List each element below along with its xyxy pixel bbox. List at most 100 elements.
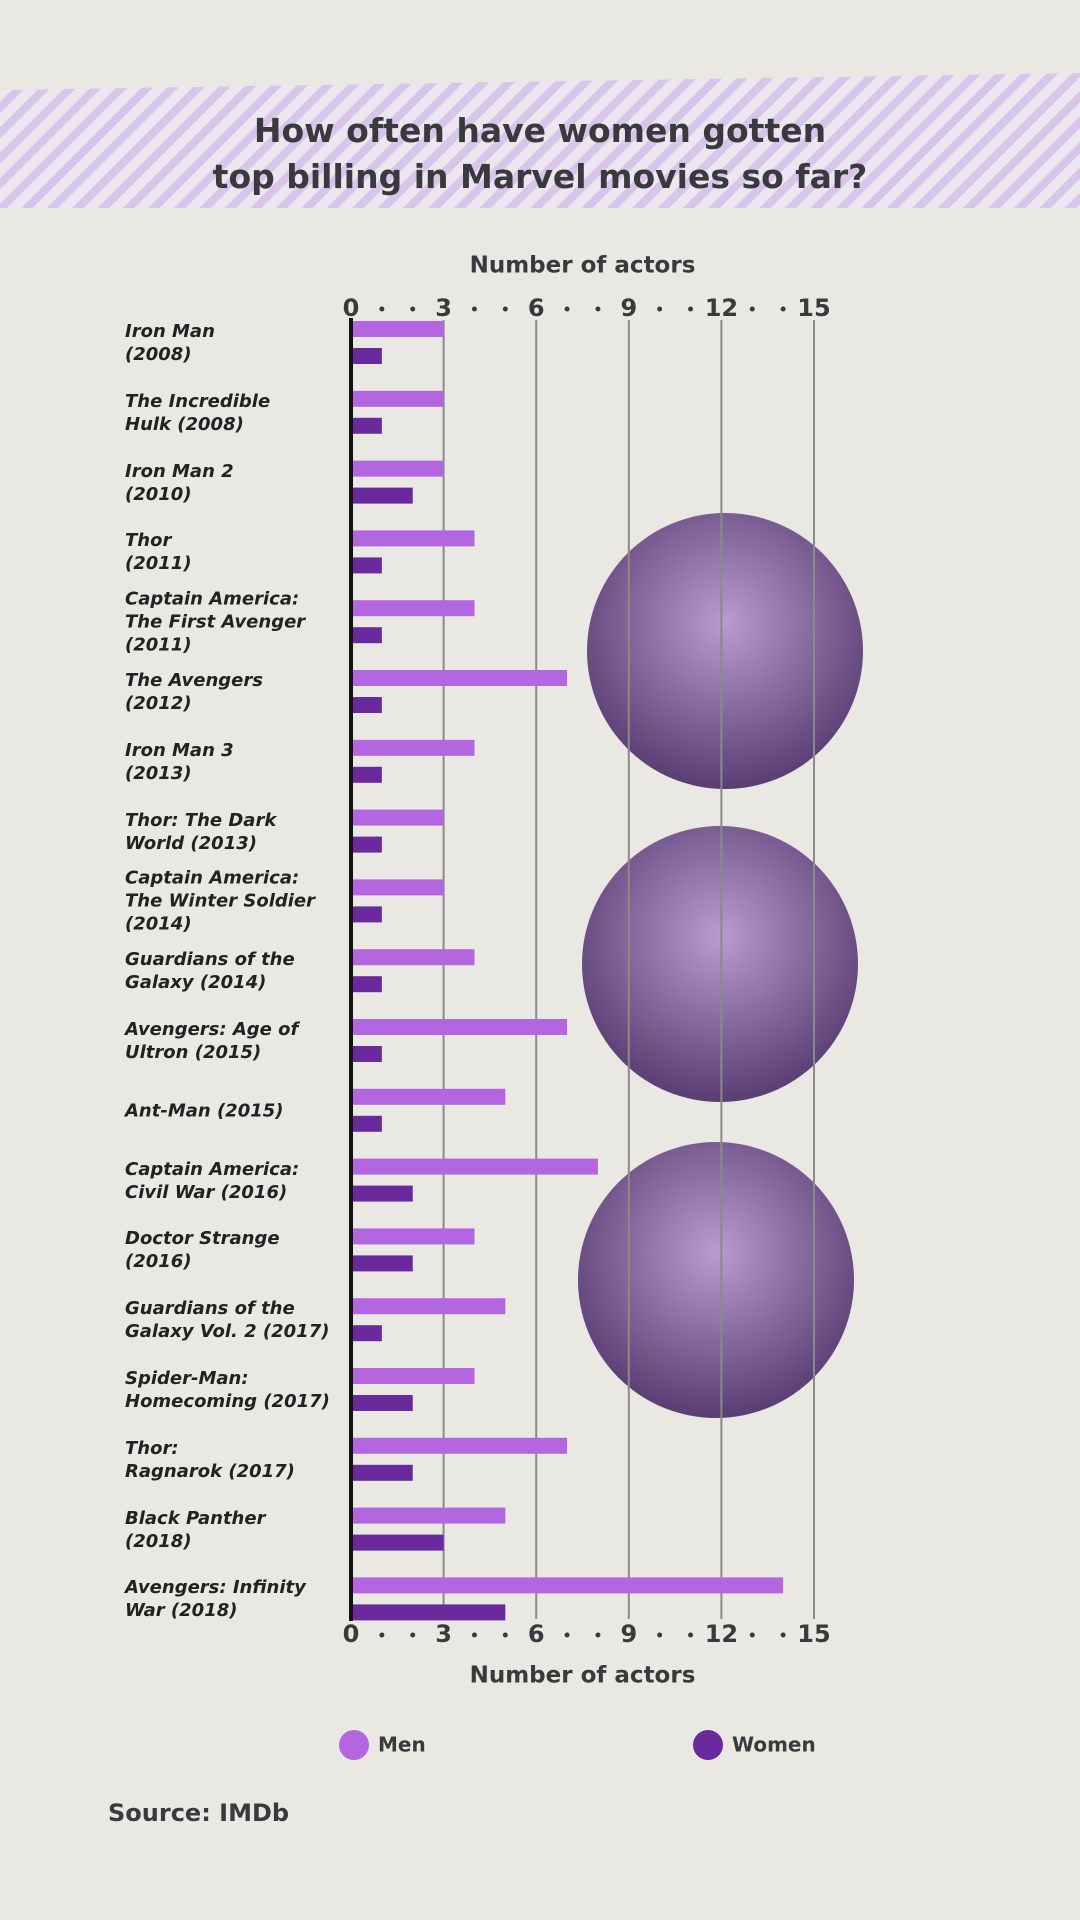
x-axis-title: Number of actors	[470, 253, 696, 279]
bar	[351, 627, 382, 644]
tick-dot	[502, 306, 508, 312]
bar	[351, 1115, 382, 1132]
category-label: Guardians of the Galaxy Vol. 2 (2017)	[125, 1298, 330, 1343]
x-tick-label: 3	[435, 294, 452, 322]
bar	[351, 1464, 413, 1481]
bar	[351, 670, 568, 686]
bar	[351, 1255, 413, 1272]
tick-dot	[595, 306, 601, 312]
category-label: Black Panther (2018)	[125, 1507, 266, 1552]
bar	[351, 390, 444, 407]
photo-circle	[587, 513, 863, 789]
bar	[351, 417, 382, 434]
category-label: The Incredible Hulk (2008)	[125, 390, 271, 435]
bar	[351, 1395, 413, 1411]
x-tick-label: 15	[797, 294, 830, 322]
legend-label: Men	[378, 1733, 426, 1757]
legend-swatch	[339, 1730, 369, 1760]
bar	[351, 976, 382, 993]
category-label: Avengers: Infinity War (2018)	[125, 1577, 306, 1622]
bar	[351, 766, 382, 783]
bar	[351, 1534, 444, 1551]
tick-dot	[657, 1632, 663, 1638]
x-axis-title: Number of actors	[470, 1663, 696, 1689]
tick-dot	[379, 1632, 385, 1638]
bar	[351, 809, 444, 826]
bar	[351, 836, 382, 853]
category-label: Thor: The Dark World (2013)	[125, 809, 277, 854]
tick-dot	[595, 1632, 601, 1638]
bar	[351, 348, 382, 364]
tick-dot	[564, 306, 570, 312]
bar	[351, 1088, 506, 1105]
legend-label: Women	[732, 1733, 816, 1757]
tick-dot	[471, 1632, 477, 1638]
title-band	[0, 73, 1080, 208]
category-label: Spider-Man: Homecoming (2017)	[125, 1368, 330, 1412]
tick-dot	[749, 306, 755, 312]
bar	[351, 530, 475, 547]
bar	[351, 1577, 784, 1594]
category-label: Iron Man (2008)	[125, 321, 215, 365]
category-label: Captain America: The Winter Soldier (201…	[125, 867, 316, 935]
bar	[351, 1185, 413, 1202]
bar	[351, 879, 444, 896]
category-label: Guardians of the Galaxy (2014)	[125, 949, 295, 994]
bar	[351, 949, 475, 966]
category-label: Avengers: Age of Ultron (2015)	[125, 1019, 299, 1063]
category-label: Iron Man 3 (2013)	[125, 739, 234, 784]
category-label: Ant-Man (2015)	[125, 1100, 284, 1122]
category-label: Doctor Strange (2016)	[125, 1228, 280, 1273]
x-tick-label: 0	[343, 1620, 360, 1648]
bar	[351, 487, 413, 504]
category-label: Captain America: The First Avenger (2011…	[125, 588, 306, 656]
tick-dot	[410, 306, 416, 312]
bar	[351, 1158, 598, 1175]
bar	[351, 1325, 382, 1342]
chart-title: How often have women gotten top billing …	[212, 111, 868, 196]
bar	[351, 557, 382, 574]
bar	[351, 1437, 568, 1454]
x-tick-label: 12	[705, 294, 738, 322]
category-label: The Avengers (2012)	[125, 670, 263, 714]
tick-dot	[688, 1632, 694, 1638]
x-tick-label: 3	[435, 1620, 452, 1648]
bar	[351, 321, 444, 337]
tick-dot	[780, 306, 786, 312]
tick-dot	[471, 306, 477, 312]
bar	[351, 739, 475, 756]
x-tick-label: 12	[705, 1620, 738, 1648]
bar	[351, 906, 382, 923]
photo-circle	[582, 826, 858, 1102]
tick-dot	[379, 306, 385, 312]
tick-dot	[657, 306, 663, 312]
tick-dot	[749, 1632, 755, 1638]
bar	[351, 600, 475, 617]
x-tick-label: 6	[528, 1620, 545, 1648]
x-tick-label: 15	[797, 1620, 830, 1648]
x-tick-label: 9	[620, 294, 637, 322]
tick-dot	[564, 1632, 570, 1638]
bar	[351, 1019, 568, 1035]
x-tick-label: 0	[343, 294, 360, 322]
bar	[351, 1046, 382, 1062]
bar	[351, 460, 444, 477]
bar	[351, 1604, 506, 1621]
bar	[351, 1298, 506, 1315]
tick-dot	[502, 1632, 508, 1638]
photo-circle	[578, 1142, 854, 1418]
category-label: Captain America: Civil War (2016)	[125, 1158, 300, 1203]
tick-dot	[780, 1632, 786, 1638]
tick-dot	[688, 306, 694, 312]
category-label: Thor (2011)	[125, 530, 192, 575]
category-label: Thor: Ragnarok (2017)	[125, 1437, 295, 1482]
x-tick-label: 6	[528, 294, 545, 322]
source: Source: IMDb	[108, 1799, 289, 1827]
bar	[351, 1228, 475, 1245]
bar	[351, 1368, 475, 1384]
bar	[351, 1507, 506, 1524]
x-tick-label: 9	[620, 1620, 637, 1648]
category-label: Iron Man 2 (2010)	[125, 460, 234, 505]
